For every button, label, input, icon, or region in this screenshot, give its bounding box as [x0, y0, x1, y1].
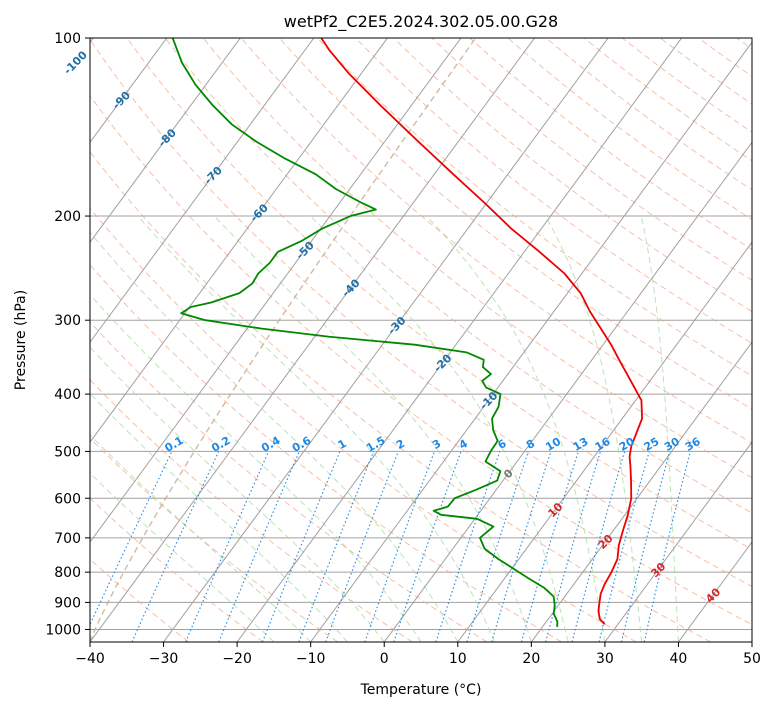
x-tick-label: 0	[380, 651, 389, 667]
y-tick-label: 1000	[45, 622, 81, 638]
moist-adiabat-line	[90, 392, 348, 642]
chart-title: wetPf2_C2E5.2024.302.05.00.G28	[284, 12, 558, 32]
moist-adiabat-line	[90, 346, 385, 642]
mixing-ratio-line	[364, 451, 436, 642]
isotherm-gridline	[90, 38, 168, 144]
x-tick-label: −20	[222, 651, 252, 667]
x-tick-label: 40	[670, 651, 688, 667]
isotherm-gridline	[236, 38, 683, 642]
x-tick-label: 50	[743, 651, 761, 667]
isotherm-gridline	[383, 141, 752, 642]
isotherm-gridline	[530, 341, 752, 642]
mixing-ratio-line	[298, 451, 375, 642]
isotherm-gridline	[310, 41, 752, 642]
dry-adiabat-line	[90, 94, 752, 626]
isotherm-gridline	[90, 38, 315, 344]
y-tick-label: 700	[54, 531, 81, 547]
x-tick-label: −40	[75, 651, 105, 667]
dry-adiabat-line	[90, 207, 637, 642]
mixing-ratio-line	[491, 451, 552, 642]
moist-adiabat-line	[90, 434, 312, 642]
isotherm-gridline	[90, 38, 535, 642]
mixing-ratio-line	[466, 451, 529, 642]
x-tick-label: 10	[449, 651, 467, 667]
y-tick-label: 200	[54, 209, 81, 225]
mixing-ratio-line	[545, 451, 601, 642]
y-tick-label: 400	[54, 387, 81, 403]
y-tick-label: 900	[54, 595, 81, 611]
y-tick-label: 500	[54, 444, 81, 460]
moist-adiabat-line	[90, 231, 459, 642]
dry-adiabat-line	[393, 38, 752, 313]
mixing-ratio-line	[643, 451, 692, 642]
isotherm-gridline	[90, 38, 241, 244]
moist-adiabat-line	[640, 215, 679, 642]
mixing-ratio-line	[621, 451, 671, 642]
lcl-curve	[90, 38, 477, 642]
y-tick-label: 800	[54, 565, 81, 581]
axes: −40 −30 −20 −10 0 10 20 30 40 50 100 200 300 400 500 60…	[45, 31, 761, 667]
mixing-ratio-line	[261, 451, 341, 642]
moist-adiabat-line	[213, 215, 532, 642]
dry-adiabat-line	[317, 38, 752, 377]
y-tick-label: 300	[54, 313, 81, 329]
dewpoint-trace	[171, 38, 559, 627]
y-tick-label: 600	[54, 491, 81, 507]
x-tick-label: −10	[296, 651, 326, 667]
moist-adiabat-line	[90, 293, 422, 642]
moist-adiabat-line	[544, 215, 643, 642]
x-axis-title: Temperature (°C)	[360, 682, 482, 698]
isotherm-gridline	[604, 441, 752, 642]
mixing-ratio-line	[571, 451, 626, 642]
mixing-ratio-line	[185, 451, 270, 642]
plot-background	[90, 38, 752, 642]
dry-adiabat-line	[355, 38, 752, 344]
y-tick-label: 100	[54, 31, 81, 47]
x-tick-label: 30	[596, 651, 614, 667]
isotherm-gridline	[90, 38, 388, 443]
mixing-ratio-line	[598, 451, 650, 642]
dry-adiabat-line	[90, 38, 752, 588]
y-axis-title: Pressure (hPa)	[13, 290, 29, 390]
isotherm-gridline	[90, 38, 462, 543]
background-lines	[90, 38, 752, 642]
mixing-ratio-line	[393, 451, 462, 642]
dry-adiabat-line	[164, 38, 752, 514]
moist-adiabat-line	[426, 215, 606, 642]
isotherm-gridline	[457, 241, 752, 642]
dry-adiabat-line	[90, 151, 712, 642]
mixing-ratio-line	[520, 451, 579, 642]
mixing-ratio-line	[325, 451, 399, 642]
profile-traces	[171, 38, 643, 627]
dry-adiabat-line	[90, 379, 413, 642]
moist-adiabat-line	[137, 215, 496, 642]
dry-adiabat-line	[90, 264, 562, 642]
x-tick-label: 20	[522, 651, 540, 667]
x-tick-label: −30	[149, 651, 179, 667]
temperature-trace	[320, 38, 643, 625]
plot-frame	[89, 37, 753, 643]
isotherm-gridline	[163, 38, 609, 642]
mixing-ratio-line	[435, 451, 501, 642]
mixing-ratio-line	[218, 451, 300, 642]
